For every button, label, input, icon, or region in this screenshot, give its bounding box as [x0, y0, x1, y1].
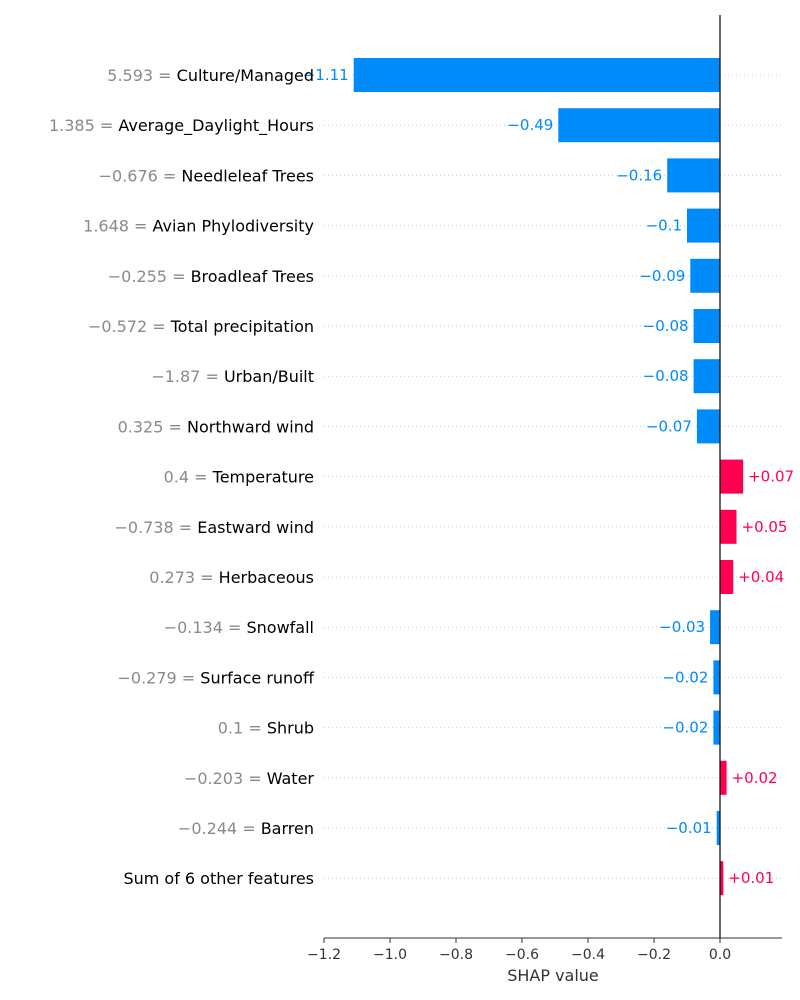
x-tick-label: −1.0 — [373, 947, 407, 963]
feature-label: −0.134 = Snowfall — [164, 618, 314, 637]
feature-value: 0.273 = — [149, 568, 218, 587]
bar-value-label: −1.11 — [303, 66, 349, 84]
feature-value: −0.255 = — [108, 267, 191, 286]
bar-value-label: +0.07 — [748, 468, 794, 486]
feature-value: −0.279 = — [117, 668, 200, 687]
feature-name: Broadleaf Trees — [191, 267, 314, 286]
feature-value: 0.1 = — [218, 719, 267, 738]
feature-name: Eastward wind — [197, 518, 314, 537]
bar-value-label: +0.02 — [732, 769, 778, 787]
bar-value-labels: −1.11 −0.49 −0.16 −0.1 −0.09 −0.08 −0.08 −0.07 +… — [303, 66, 794, 887]
bar — [720, 560, 734, 594]
feature-label: Sum of 6 other features — [123, 869, 314, 888]
feature-label: 5.593 = Culture/Managed — [107, 66, 314, 85]
x-tick-label: −0.8 — [439, 947, 473, 963]
feature-name: Sum of 6 other features — [123, 869, 314, 888]
feature-name: Herbaceous — [219, 568, 314, 587]
bar — [667, 158, 720, 193]
bar-value-label: −0.07 — [646, 417, 692, 435]
feature-label: −0.203 = Water — [184, 769, 315, 788]
feature-label: 1.648 = Avian Phylodiversity — [83, 217, 314, 236]
bar-value-label: −0.09 — [639, 267, 685, 285]
grid-lines — [324, 74, 782, 879]
bar-value-label: −0.02 — [662, 668, 708, 686]
x-axis-title: SHAP value — [507, 966, 599, 985]
feature-name: Northward wind — [187, 417, 314, 436]
bars — [353, 58, 744, 896]
bar — [713, 710, 720, 745]
x-tick-label: 0.0 — [709, 947, 731, 963]
feature-name: Urban/Built — [224, 367, 314, 386]
feature-value: −0.572 = — [88, 317, 171, 336]
bar — [687, 208, 720, 243]
bar-value-label: −0.1 — [646, 217, 682, 235]
bar-value-label: −0.49 — [507, 116, 553, 134]
feature-value: 0.325 = — [118, 417, 187, 436]
bar-value-label: −0.02 — [662, 719, 708, 737]
bar — [693, 309, 720, 343]
feature-label: −0.676 = Needleleaf Trees — [99, 166, 314, 185]
feature-label: −0.738 = Eastward wind — [114, 518, 314, 537]
feature-label: −0.279 = Surface runoff — [117, 668, 314, 687]
feature-label: 0.325 = Northward wind — [118, 417, 314, 436]
bar — [713, 660, 720, 695]
bar — [693, 359, 720, 394]
bar-value-label: −0.01 — [666, 819, 712, 837]
feature-name: Surface runoff — [200, 668, 315, 687]
bar — [353, 58, 720, 92]
bar-value-label: +0.01 — [728, 869, 774, 887]
feature-name: Avian Phylodiversity — [153, 217, 314, 236]
feature-name: Temperature — [212, 468, 314, 487]
feature-label: −1.87 = Urban/Built — [151, 367, 314, 386]
feature-value: −0.203 = — [184, 769, 267, 788]
x-tick-label: −0.4 — [571, 947, 605, 963]
feature-value: 1.648 = — [83, 217, 152, 236]
bar — [720, 509, 737, 544]
x-tick-label: −0.6 — [505, 947, 539, 963]
feature-label: 0.4 = Temperature — [164, 468, 314, 487]
bar — [710, 610, 720, 645]
feature-name: Total precipitation — [170, 317, 314, 336]
feature-name: Average_Daylight_Hours — [118, 116, 314, 136]
feature-label: −0.244 = Barren — [178, 819, 314, 838]
feature-value: −0.738 = — [114, 518, 197, 537]
feature-value: −0.134 = — [164, 618, 247, 637]
feature-labels: 5.593 = Culture/Managed 1.385 = Average_D… — [49, 66, 315, 888]
bar — [720, 760, 727, 795]
feature-label: −0.255 = Broadleaf Trees — [108, 267, 314, 286]
feature-value: −0.244 = — [178, 819, 261, 838]
feature-label: 0.1 = Shrub — [218, 719, 314, 738]
feature-name: Water — [267, 769, 315, 788]
bar — [696, 409, 720, 444]
feature-value: −0.676 = — [99, 166, 182, 185]
feature-name: Snowfall — [247, 618, 315, 637]
feature-value: 0.4 = — [164, 468, 213, 487]
bar — [720, 861, 724, 896]
x-tick-label: −0.2 — [637, 947, 671, 963]
bar — [716, 811, 720, 845]
x-axis: −1.2 −1.0 −0.8 −0.6 −0.4 −0.2 0.0 — [307, 937, 782, 963]
bar — [558, 108, 720, 143]
bar-value-label: +0.05 — [742, 518, 788, 536]
feature-value: −1.87 = — [151, 367, 224, 386]
feature-label: −0.572 = Total precipitation — [88, 317, 314, 336]
feature-name: Barren — [261, 819, 314, 838]
bar-value-label: −0.08 — [643, 367, 689, 385]
feature-name: Needleleaf Trees — [181, 166, 314, 185]
feature-value: 5.593 = — [107, 66, 176, 85]
bar — [720, 459, 744, 494]
feature-label: 0.273 = Herbaceous — [149, 568, 314, 587]
bar-value-label: −0.03 — [659, 618, 705, 636]
x-tick-label: −1.2 — [307, 947, 341, 963]
feature-label: 1.385 = Average_Daylight_Hours — [49, 116, 314, 136]
bar-value-label: −0.16 — [616, 166, 662, 184]
feature-value: 1.385 = — [49, 116, 118, 135]
bar-value-label: +0.04 — [738, 568, 784, 586]
feature-name: Culture/Managed — [177, 66, 314, 85]
bar — [690, 258, 720, 293]
bar-value-label: −0.08 — [643, 317, 689, 335]
feature-name: Shrub — [267, 719, 314, 738]
